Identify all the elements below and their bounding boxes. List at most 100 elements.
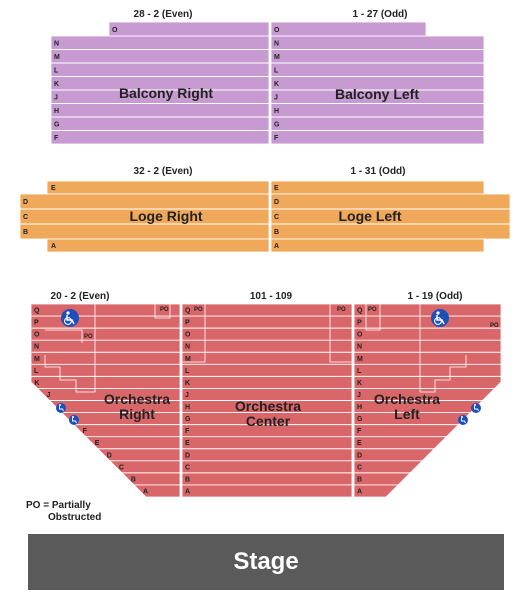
orchestra-right-row-label: P: [34, 320, 39, 327]
orchestra-center-row-label: F: [185, 428, 190, 435]
orchestra-left-row-label: N: [357, 344, 362, 351]
loge-right-row-e[interactable]: [46, 180, 270, 195]
balcony-left-row-label: G: [274, 121, 280, 128]
wheelchair-icon: [69, 415, 79, 425]
loge-right-row-label: C: [23, 214, 28, 221]
loge-left-row-label: E: [274, 185, 279, 192]
po-label-right-2: PO: [84, 334, 93, 340]
orchestra-left-label-line1: Orchestra: [374, 391, 440, 407]
orchestra-right-row-label: K: [34, 380, 39, 387]
wheelchair-icon: [471, 403, 481, 413]
balcony-section: O ON NM ML LK KJ JH HG GF F 28 - 2 (Even) 1 - 27 …: [50, 9, 485, 145]
loge-right-row-label: D: [23, 199, 28, 206]
orchestra-left-row-label: Q: [357, 308, 363, 315]
po-label-right-1: PO: [160, 307, 169, 313]
stage: Stage: [28, 534, 504, 590]
orchestra-left-row-label: K: [357, 380, 362, 387]
orchestra-left-row-label: J: [357, 392, 361, 399]
orchestra-center-row-label: J: [185, 392, 189, 399]
orchestra-right-label-line2: Right: [119, 406, 155, 422]
orchestra-left-row-label: M: [357, 356, 363, 363]
orchestra-center-row-label: M: [185, 356, 191, 363]
balcony-left-row-o[interactable]: [270, 21, 427, 37]
balcony-right-range: 28 - 2 (Even): [134, 9, 193, 20]
balcony-right-row-o[interactable]: [108, 21, 270, 37]
orchestra-right-row-label: C: [119, 464, 124, 471]
orchestra-center-row-label: Q: [185, 308, 191, 315]
orchestra-center-row-label: O: [185, 332, 191, 339]
balcony-right-row-label: K: [54, 81, 59, 88]
orchestra-row-dividers: [31, 315, 501, 486]
balcony-left-row-label: F: [274, 135, 279, 142]
orchestra-left-row-label: P: [357, 320, 362, 327]
loge-left-label: Loge Left: [339, 208, 402, 224]
legend-line-2: Obstructed: [48, 512, 102, 523]
loge-right-rows-dcb[interactable]: [19, 193, 270, 240]
loge-left-row-label: A: [274, 243, 279, 250]
balcony-row-labels: O ON NM ML LK KJ JH HG GF F: [54, 27, 280, 142]
balcony-right-row-label: J: [54, 94, 58, 101]
wheelchair-icon: [61, 309, 79, 327]
loge-left-row-label: D: [274, 199, 279, 206]
balcony-left-row-label: K: [274, 81, 279, 88]
balcony-row-dividers: [51, 49, 484, 131]
po-label-center-2: PO: [337, 307, 346, 313]
orchestra-right-row-label: M: [34, 356, 40, 363]
balcony-right-row-label: O: [112, 27, 118, 34]
balcony-right-label: Balcony Right: [119, 85, 213, 101]
orchestra-right-row-label: J: [46, 392, 50, 399]
orchestra-center-row-label: G: [185, 416, 191, 423]
loge-right-range: 32 - 2 (Even): [134, 166, 193, 177]
loge-right-row-label: E: [51, 185, 56, 192]
balcony-left-row-label: O: [274, 27, 280, 34]
loge-right-row-a[interactable]: [46, 238, 270, 253]
stage-label: Stage: [233, 548, 299, 575]
orchestra-left-row-label: D: [357, 452, 362, 459]
orchestra-left-row-label: B: [357, 476, 362, 483]
balcony-left-row-label: H: [274, 108, 279, 115]
loge-left-row-e[interactable]: [270, 180, 485, 195]
orchestra-center-row-label: K: [185, 380, 190, 387]
orchestra-step-outlines: [44, 304, 467, 393]
loge-left-range: 1 - 31 (Odd): [350, 166, 405, 177]
orchestra-left-label-line2: Left: [394, 406, 420, 422]
orchestra-left-row-label: G: [357, 416, 363, 423]
orchestra-right-row-label: N: [34, 344, 39, 351]
loge-right-row-label: B: [23, 229, 28, 236]
orchestra-right-row-label: F: [83, 428, 88, 435]
balcony-left-row-label: J: [274, 94, 278, 101]
legend-line-1: PO = Partially: [26, 500, 91, 511]
loge-left-row-label: C: [274, 214, 279, 221]
orchestra-left-row-label: F: [357, 428, 362, 435]
loge-left-row-a[interactable]: [270, 238, 485, 253]
balcony-right-row-label: G: [54, 121, 60, 128]
orchestra-left-row-label: C: [357, 464, 362, 471]
orchestra-right-row-label: D: [107, 452, 112, 459]
orchestra-right-row-label: L: [34, 368, 39, 375]
balcony-left-label: Balcony Left: [335, 86, 419, 102]
loge-left-row-label: B: [274, 229, 279, 236]
orchestra-center-row-label: C: [185, 464, 190, 471]
loge-section: E ED DC CB BA A 32 - 2 (Even) 1 - 31 (Odd) Lo…: [19, 166, 511, 253]
orchestra-center-label-line2: Center: [246, 413, 291, 429]
orchestra-right-row-label: E: [95, 440, 100, 447]
loge-left-rows-dcb[interactable]: [270, 193, 511, 240]
orchestra-left-row-label: H: [357, 404, 362, 411]
balcony-right-row-label: H: [54, 108, 59, 115]
loge-right-label: Loge Right: [129, 208, 202, 224]
orchestra-left-range: 1 - 19 (Odd): [407, 291, 462, 302]
balcony-right-row-label: F: [54, 135, 59, 142]
orchestra-center-row-label: H: [185, 404, 190, 411]
balcony-right-row-label: M: [54, 54, 60, 61]
loge-right-row-label: A: [51, 243, 56, 250]
orchestra-left-row-label: A: [357, 488, 362, 495]
orchestra-left-row-label: L: [357, 368, 362, 375]
balcony-left-row-label: M: [274, 54, 280, 61]
orchestra-center-row-label: A: [185, 488, 190, 495]
orchestra-center-row-label: B: [185, 476, 190, 483]
balcony-left-range: 1 - 27 (Odd): [352, 9, 407, 20]
wheelchair-icon: [56, 403, 66, 413]
po-label-center-1: PO: [194, 307, 203, 313]
orchestra-right-row-label: O: [34, 332, 40, 339]
